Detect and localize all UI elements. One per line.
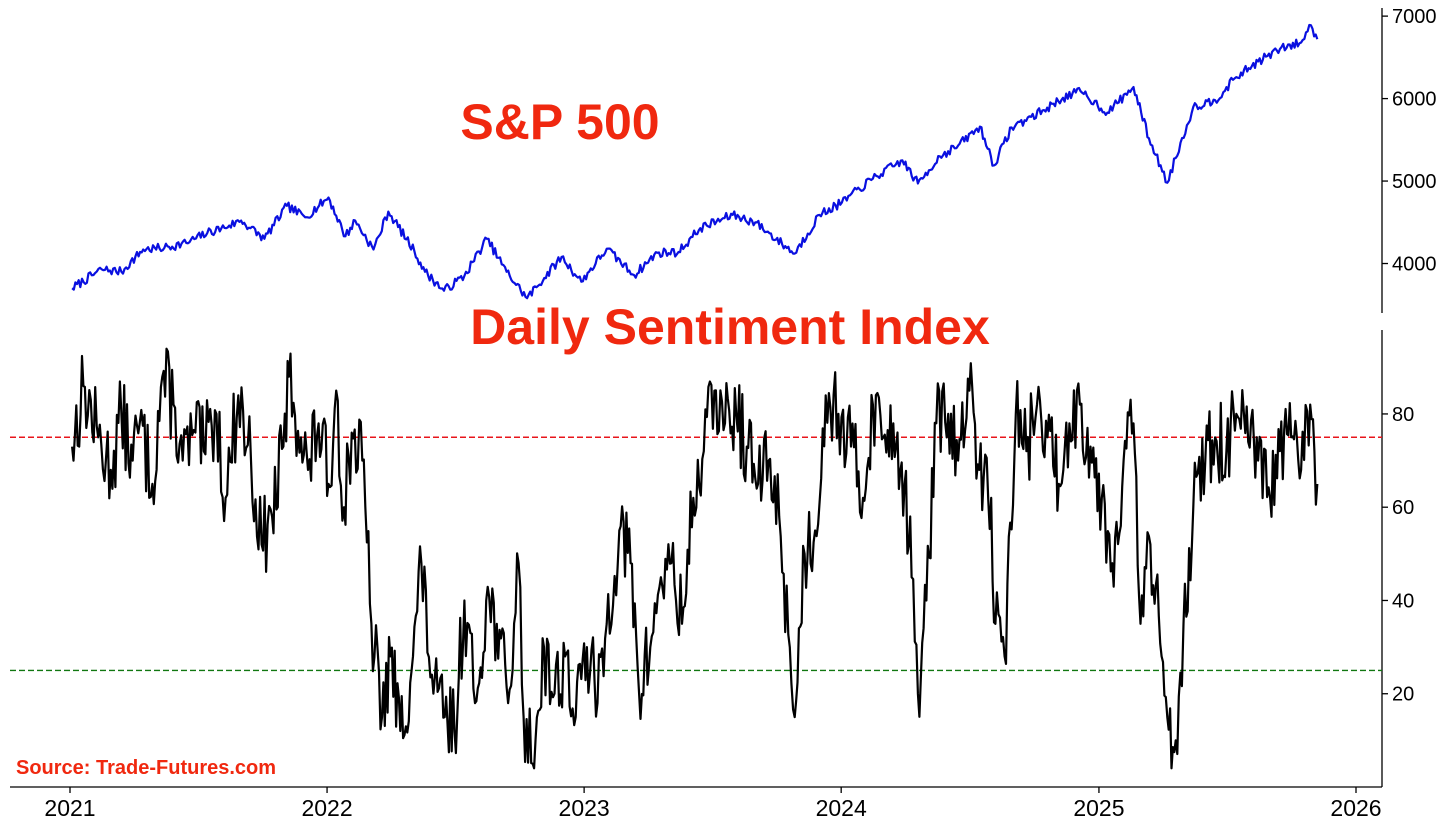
y-tick-label: 5000 — [1392, 171, 1437, 193]
x-tick-label: 2025 — [1073, 795, 1124, 821]
source-label: Source: Trade-Futures.com — [16, 757, 276, 779]
y-tick-label: 40 — [1392, 590, 1414, 612]
y-tick-label: 6000 — [1392, 89, 1437, 111]
x-tick-label: 2023 — [559, 795, 610, 821]
y-tick-label: 20 — [1392, 684, 1414, 706]
dsi-panel: 20 40 60 80 2021 2022 2023 2024 2025 2026 Daily … — [10, 299, 1414, 821]
sp500-series-line — [71, 23, 1319, 300]
y-tick-label: 60 — [1392, 497, 1414, 519]
dsi-x-ticks: 2021 2022 2023 2024 2025 2026 — [44, 787, 1382, 821]
x-tick-label: 2022 — [301, 795, 352, 821]
sp500-panel: 4000 5000 6000 7000 S&P 500 — [71, 6, 1437, 313]
y-tick-label: 7000 — [1392, 6, 1437, 28]
y-tick-label: 4000 — [1392, 254, 1437, 276]
x-tick-label: 2021 — [44, 795, 95, 821]
sp500-chart-title: S&P 500 — [460, 94, 659, 150]
dsi-y-ticks: 20 40 60 80 — [1382, 404, 1414, 706]
sp500-y-ticks: 4000 5000 6000 7000 — [1382, 6, 1437, 276]
x-tick-label: 2024 — [816, 795, 867, 821]
dsi-series-line — [71, 347, 1319, 770]
x-tick-label: 2026 — [1330, 795, 1381, 821]
dsi-chart-title: Daily Sentiment Index — [470, 299, 990, 355]
y-tick-label: 80 — [1392, 404, 1414, 426]
